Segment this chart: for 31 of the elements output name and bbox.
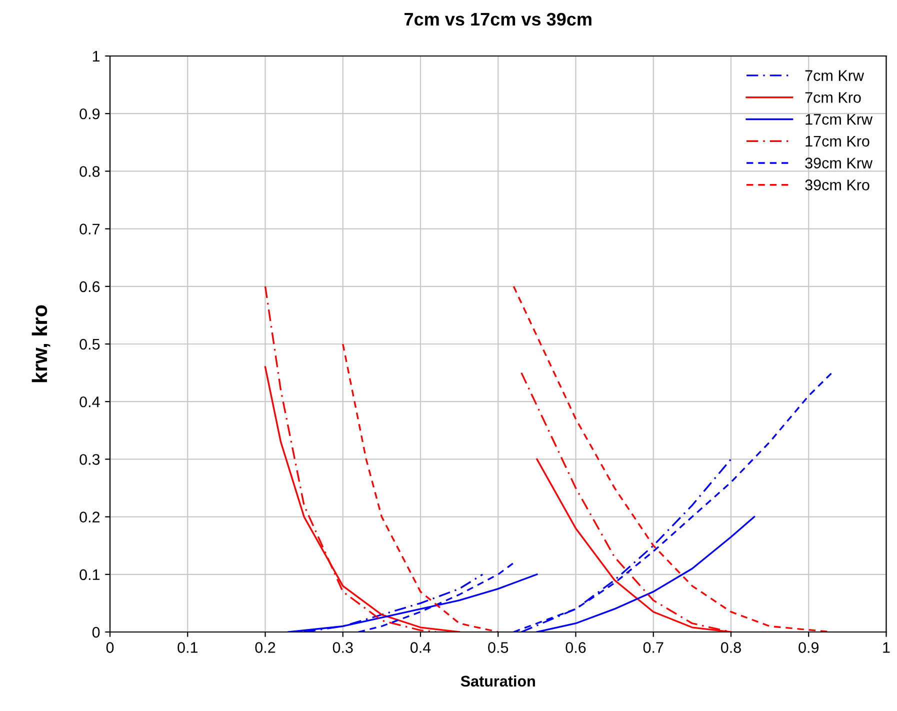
y-axis-title: krw, kro xyxy=(32,305,50,382)
y-tick-label: 0.5 xyxy=(80,338,100,350)
y-tick-label: 0.9 xyxy=(80,108,100,120)
legend-label: 17cm Krw xyxy=(806,114,873,125)
chart-title: 7cm vs 17cm vs 39cm xyxy=(404,12,592,26)
y-tick-label: 0.2 xyxy=(80,512,100,522)
y-tick-label: 0.4 xyxy=(80,396,100,408)
x-tick-label: 0.6 xyxy=(566,642,586,653)
y-tick-label: 0 xyxy=(92,626,100,638)
legend-label: 7cm Kro xyxy=(805,92,861,103)
legend-label: 39cm Krw xyxy=(805,158,873,168)
x-tick-label: 1 xyxy=(883,642,890,653)
y-tick-label: 0.1 xyxy=(80,569,100,580)
y-tick-label: 0.8 xyxy=(80,166,100,177)
x-tick-label: 0.8 xyxy=(720,642,741,653)
x-tick-label: 0.4 xyxy=(410,642,431,653)
x-tick-label: 0.5 xyxy=(488,642,508,653)
x-tick-label: 0.2 xyxy=(255,642,276,653)
legend-label: 39cm Kro xyxy=(805,180,870,190)
x-tick-label: 0 xyxy=(106,642,114,653)
y-tick-label: 0.7 xyxy=(80,224,100,234)
y-tick-label: 1 xyxy=(92,51,100,62)
x-tick-label: 0.1 xyxy=(178,642,198,653)
y-tick-label: 0.6 xyxy=(80,281,100,292)
y-tick-label: 0.3 xyxy=(80,454,100,465)
x-tick-label: 0.3 xyxy=(332,642,353,653)
legend-label: 7cm Krw xyxy=(805,70,864,81)
legend-label: 17cm Kro xyxy=(806,136,870,147)
x-tick-label: 0.7 xyxy=(643,642,664,653)
x-axis-title: Saturation xyxy=(460,675,535,687)
x-tick-label: 0.9 xyxy=(798,642,819,653)
